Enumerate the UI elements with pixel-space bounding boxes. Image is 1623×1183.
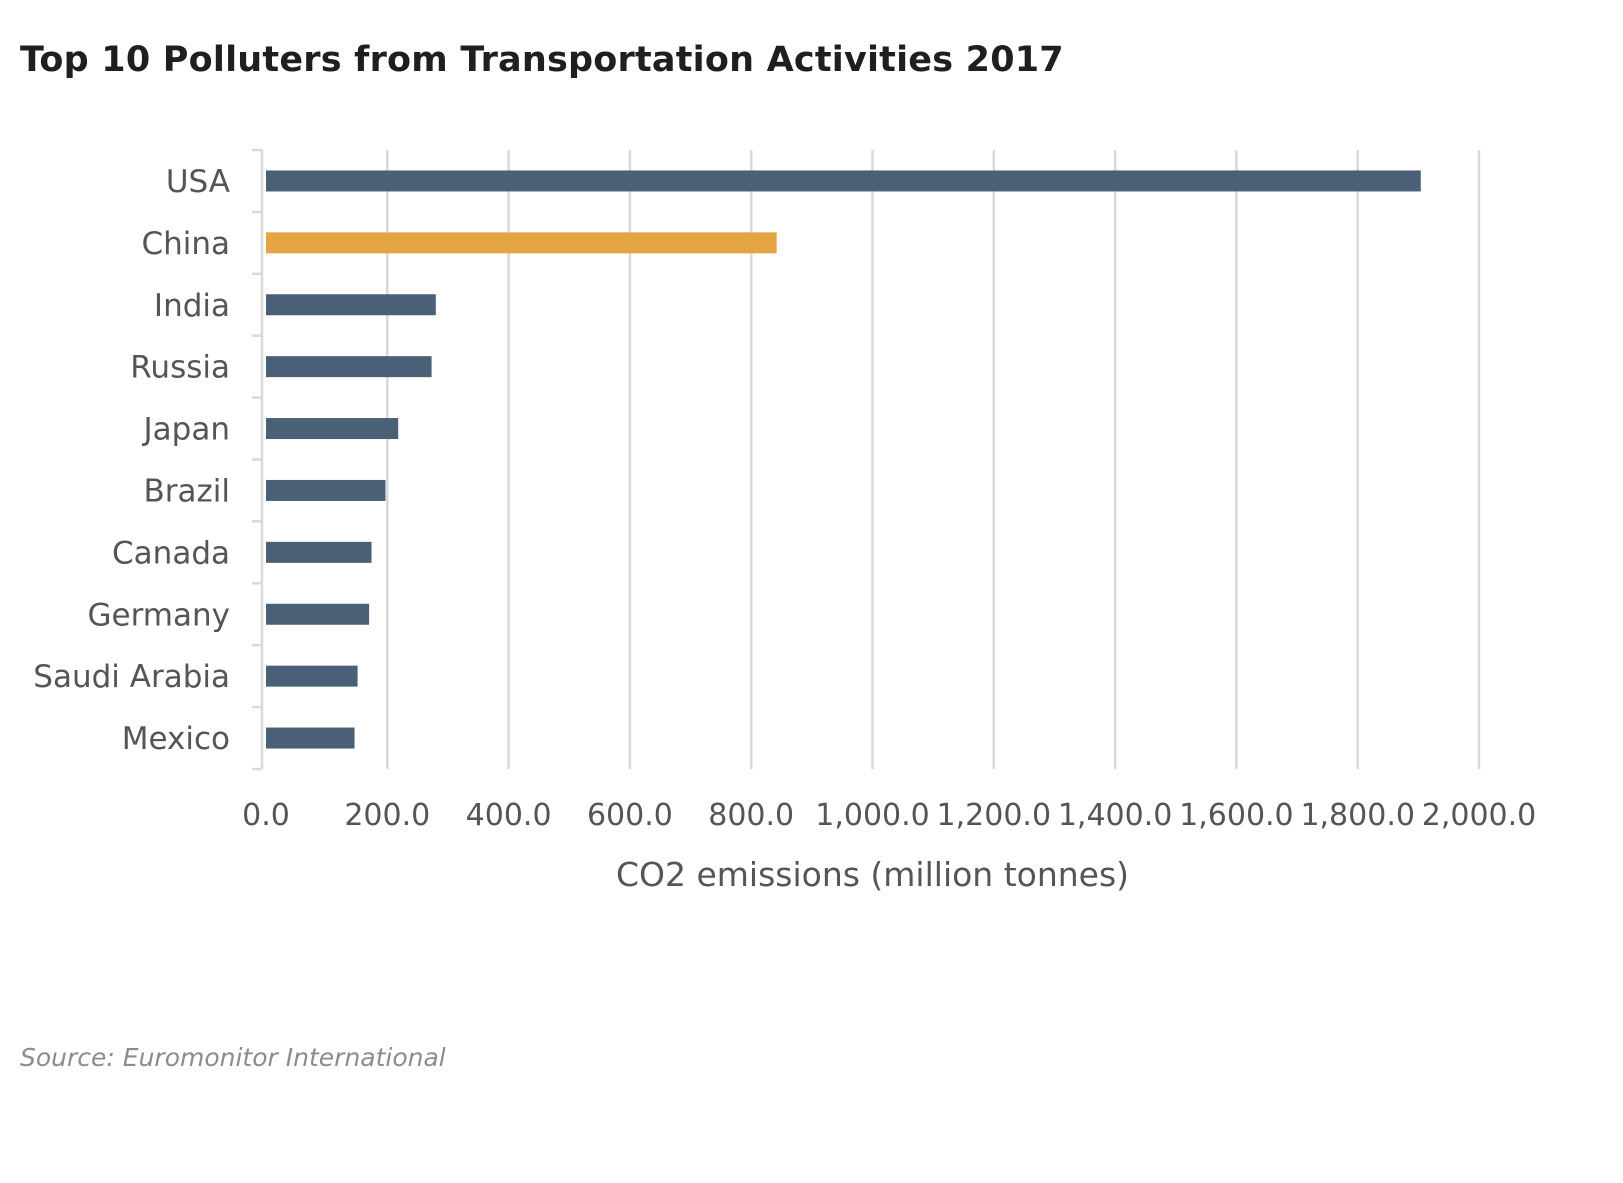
category-label-mexico: Mexico [122, 721, 230, 757]
source-note: Source: Euromonitor International [20, 1043, 446, 1072]
bar-brazil [266, 479, 386, 501]
chart-title: Top 10 Polluters from Transportation Act… [20, 40, 1064, 80]
x-tick-label: 1,000.0 [815, 798, 930, 833]
y-axis [252, 148, 264, 771]
x-tick-label: 1,600.0 [1179, 798, 1294, 833]
bar-japan [266, 418, 399, 440]
x-tick-label: 1,200.0 [937, 798, 1052, 833]
bar-india [266, 294, 436, 316]
category-label-usa: USA [166, 164, 230, 200]
x-tick-label: 600.0 [587, 798, 673, 833]
x-tick-label: 2,000.0 [1422, 798, 1537, 833]
x-tick-label: 0.0 [242, 798, 290, 833]
x-tick-label: 400.0 [466, 798, 552, 833]
bar-canada [266, 541, 372, 563]
category-label-india: India [154, 288, 230, 324]
bars [266, 170, 1421, 749]
x-tick-label: 800.0 [708, 798, 794, 833]
bar-germany [266, 603, 370, 625]
category-labels: USA China India Russia Japan Brazil Canada Germ… [33, 164, 230, 757]
category-label-canada: Canada [112, 535, 230, 571]
x-tick-label: 200.0 [344, 798, 430, 833]
x-tick-label: 1,800.0 [1300, 798, 1415, 833]
x-tick-labels: 0.0 200.0 400.0 600.0 800.0 1,000.0 1,200.0 1,4… [242, 798, 1536, 833]
category-label-saudi-arabia: Saudi Arabia [33, 659, 230, 695]
bar-saudi-arabia [266, 665, 358, 687]
bar-mexico [266, 727, 355, 749]
category-label-china: China [141, 226, 230, 262]
category-label-russia: Russia [130, 350, 230, 386]
x-tick-label: 1,400.0 [1058, 798, 1173, 833]
x-axis-title: CO2 emissions (million tonnes) [616, 855, 1129, 894]
category-label-brazil: Brazil [143, 473, 230, 509]
category-label-japan: Japan [142, 412, 230, 448]
bar-russia [266, 356, 432, 378]
category-label-germany: Germany [88, 597, 230, 633]
bar-china [266, 232, 777, 254]
bar-usa [266, 170, 1421, 192]
